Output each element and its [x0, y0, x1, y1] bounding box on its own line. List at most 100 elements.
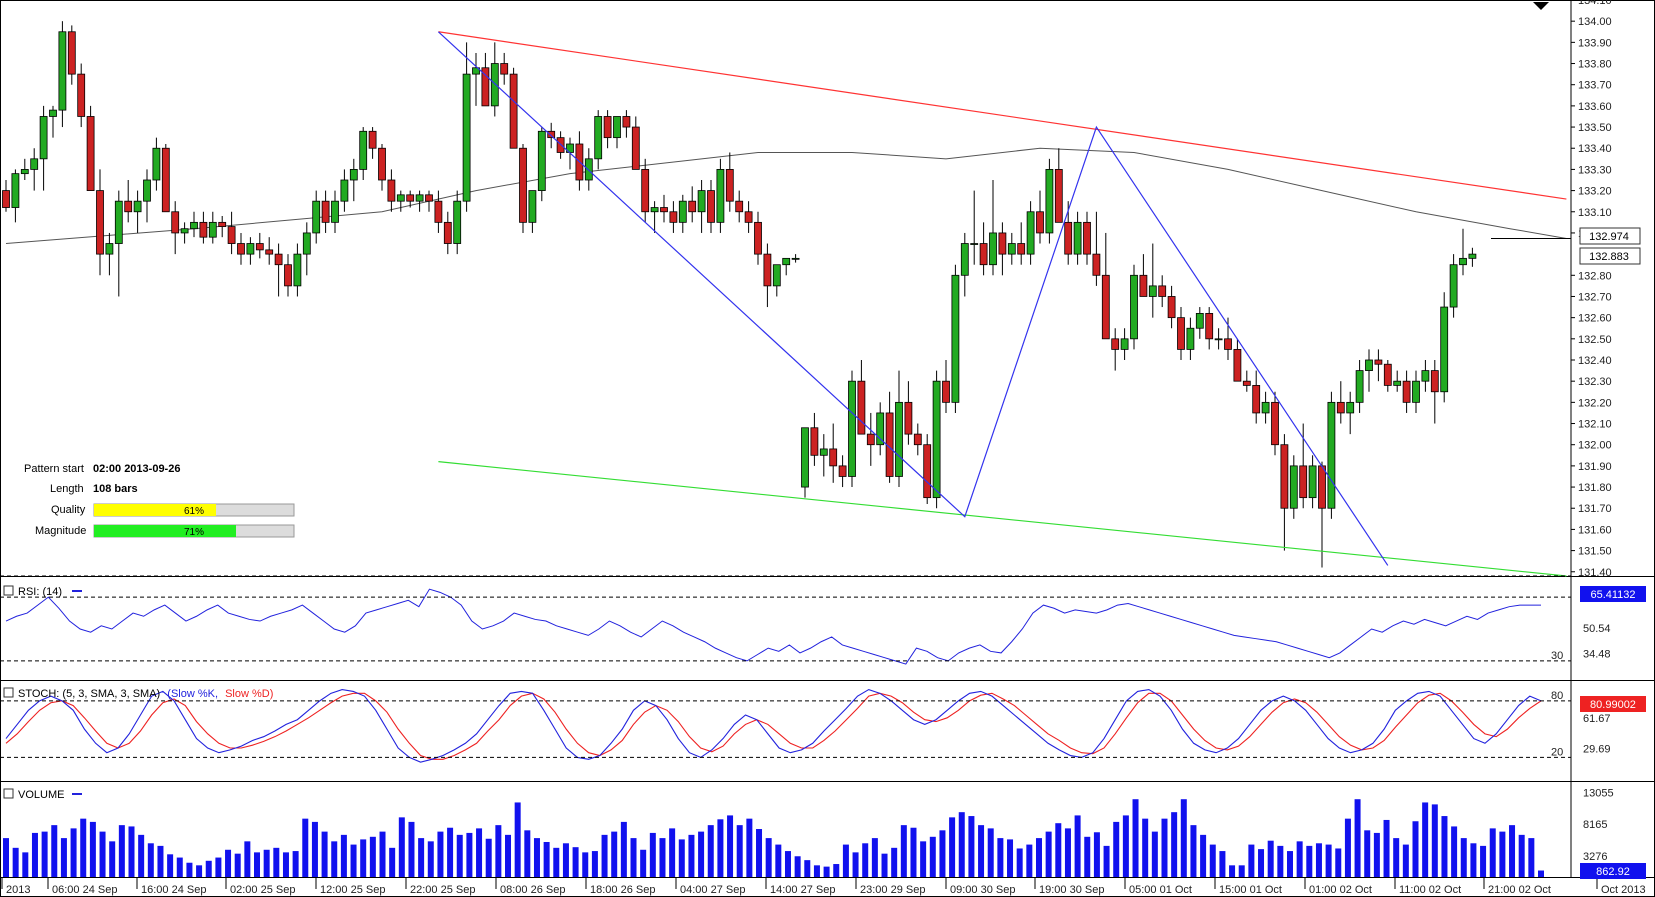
- rsi-header[interactable]: RSI: (14): [3, 585, 82, 598]
- price-tick-label: 133.70: [1578, 80, 1612, 92]
- candle-body: [829, 448, 838, 467]
- volume-bar: [157, 845, 164, 877]
- candle-body: [1308, 465, 1317, 499]
- candle-body: [1224, 338, 1232, 350]
- volume-header[interactable]: VOLUME: [3, 788, 82, 801]
- x-tick-label: 23:00 29 Sep: [860, 884, 925, 896]
- price-tick-label: 132.00: [1578, 440, 1612, 452]
- volume-bar: [321, 831, 328, 877]
- candle-body: [772, 264, 781, 287]
- volume-close-icon[interactable]: [3, 788, 14, 799]
- svg-text:65.41132: 65.41132: [1590, 589, 1635, 601]
- candle-body: [584, 158, 593, 181]
- volume-bar: [109, 841, 116, 877]
- candle-body: [631, 126, 640, 170]
- candle-body: [1261, 401, 1270, 414]
- candle-body: [848, 380, 856, 477]
- volume-bar: [997, 838, 1004, 877]
- length-value: 108 bars: [93, 483, 138, 495]
- candle-body: [1186, 327, 1195, 350]
- stoch-panel: 61.67 29.69 80 20: [0, 688, 1611, 763]
- candle-body: [819, 448, 828, 456]
- stoch-header[interactable]: STOCH: (5, 3, SMA, 3, SMA) (Slow %K, Slo…: [3, 687, 273, 700]
- candle-body: [472, 67, 480, 75]
- volume-bar: [1248, 844, 1255, 877]
- candle-body: [923, 444, 932, 499]
- candle-body: [1242, 380, 1251, 386]
- volume-bar: [823, 866, 830, 877]
- candle-body: [603, 116, 612, 139]
- candle-body: [321, 200, 330, 223]
- volume-bar: [765, 838, 772, 877]
- price-tag-lower: 132.883: [1579, 247, 1641, 265]
- rsi-close-icon[interactable]: [3, 585, 14, 596]
- volume-bar: [881, 853, 888, 877]
- volume-title: VOLUME: [18, 789, 64, 801]
- magnitude-label: Magnitude: [35, 525, 86, 537]
- pattern-zigzag-line: [437, 31, 1389, 566]
- candle-body: [1205, 313, 1214, 340]
- volume-bar: [1383, 819, 1390, 877]
- volume-bar: [891, 847, 898, 877]
- volume-bar: [640, 849, 647, 877]
- candle-body: [199, 221, 208, 238]
- volume-bar: [601, 834, 608, 877]
- candle-body: [255, 243, 264, 251]
- x-tick-label: 06:00 24 Sep: [52, 884, 117, 896]
- volume-bar: [1528, 838, 1535, 877]
- price-tick-label: 133.20: [1578, 186, 1612, 198]
- volume-bar: [1267, 840, 1274, 877]
- volume-bar: [389, 847, 396, 877]
- volume-bar: [176, 857, 183, 877]
- volume-bar: [350, 844, 357, 877]
- candle-body: [1083, 221, 1091, 255]
- candle-body: [650, 207, 659, 213]
- volume-bar: [1499, 831, 1506, 877]
- price-tick-label: 133.60: [1578, 101, 1612, 113]
- volume-bar: [939, 830, 946, 877]
- candle-body: [481, 67, 490, 107]
- volume-bar: [968, 816, 975, 877]
- candle-body: [960, 243, 969, 276]
- volume-bar: [1045, 831, 1052, 877]
- scroll-marker-icon[interactable]: [1533, 2, 1549, 10]
- candle-body: [932, 380, 941, 499]
- volume-bar: [659, 838, 666, 877]
- candle-body: [895, 401, 903, 477]
- volume-bar: [833, 864, 840, 877]
- candle-body: [340, 179, 349, 202]
- volume-bar: [920, 841, 927, 877]
- candle-body: [1336, 401, 1345, 414]
- candle-body: [434, 200, 443, 223]
- rsi-level-label: 30: [1551, 650, 1563, 662]
- stoch-value-tag: 80.99002: [1580, 696, 1646, 712]
- volume-bar: [1489, 828, 1496, 877]
- rsi-tick-label: 50.54: [1583, 623, 1611, 635]
- candle-body: [904, 401, 913, 435]
- pattern-start-label: Pattern start: [24, 463, 84, 475]
- volume-bar: [51, 825, 58, 877]
- candle-body: [660, 207, 668, 213]
- volume-bar: [1151, 831, 1158, 877]
- candle-body: [641, 169, 650, 213]
- volume-bar: [1412, 821, 1419, 877]
- volume-bar: [476, 828, 483, 877]
- candle-body: [537, 130, 546, 191]
- volume-bar: [1518, 834, 1525, 877]
- volume-bar: [1180, 799, 1187, 877]
- candle-body: [86, 116, 95, 191]
- volume-bar: [1190, 825, 1197, 877]
- volume-bar: [244, 841, 251, 877]
- volume-bar: [1296, 841, 1303, 877]
- volume-bar: [717, 819, 724, 877]
- volume-bar: [678, 839, 685, 877]
- volume-bar: [505, 834, 512, 877]
- candle-body: [970, 243, 979, 245]
- x-tick-label: 08:00 26 Sep: [500, 884, 565, 896]
- volume-bar: [1335, 848, 1342, 877]
- candle-body: [1280, 444, 1289, 509]
- stoch-close-icon[interactable]: [3, 687, 14, 698]
- price-tick-label: 133.30: [1578, 164, 1612, 176]
- support-line: [438, 461, 1567, 577]
- candle-body: [11, 173, 20, 208]
